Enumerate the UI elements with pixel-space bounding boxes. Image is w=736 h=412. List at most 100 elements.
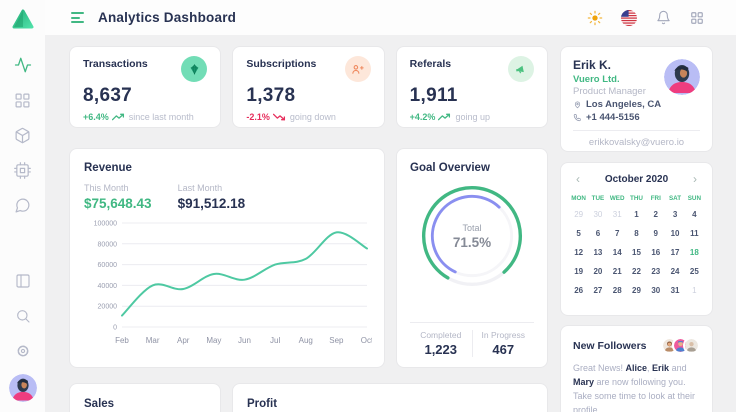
calendar-day[interactable]: 7: [614, 229, 620, 238]
svg-text:Oct: Oct: [361, 336, 372, 345]
activity-icon: [14, 57, 31, 73]
calendar-day[interactable]: 14: [612, 248, 622, 257]
sidebar-item-messages[interactable]: [12, 194, 34, 216]
in-progress-value: 467: [492, 342, 515, 357]
calendar-day-header: SAT: [668, 195, 682, 202]
chevron-right-icon: ›: [693, 172, 697, 186]
sidebar-item-layouts[interactable]: [12, 89, 34, 111]
calendar-day[interactable]: 23: [651, 267, 661, 276]
calendar-day[interactable]: 17: [670, 248, 680, 257]
divider: [573, 130, 700, 131]
notifications-button[interactable]: [654, 9, 672, 27]
follower-avatar-mary[interactable]: [683, 337, 700, 354]
page-title: Analytics Dashboard: [98, 10, 237, 25]
calendar-day-header: SUN: [687, 195, 701, 202]
svg-text:Mar: Mar: [146, 336, 160, 345]
calendar-day[interactable]: 29: [632, 286, 641, 295]
calendar-next-button[interactable]: ›: [691, 173, 699, 185]
sidebar-item-search[interactable]: [12, 305, 34, 327]
calendar-day[interactable]: 27: [593, 286, 603, 295]
calendar-day[interactable]: 29: [574, 210, 584, 219]
header-actions: [586, 9, 706, 27]
calendar-day[interactable]: 9: [653, 229, 658, 238]
profit-title: Profit: [247, 398, 278, 410]
calendar-day[interactable]: 25: [689, 267, 699, 276]
phone-icon: [573, 114, 581, 122]
calendar-prev-button[interactable]: ‹: [574, 173, 582, 185]
trend-percent: +6.4%: [83, 112, 109, 122]
svg-text:May: May: [206, 336, 221, 345]
calendar-day[interactable]: 30: [651, 286, 661, 295]
goal-in-progress: In Progress 467: [473, 330, 535, 357]
calendar-day[interactable]: 13: [593, 248, 603, 257]
sun-icon: [587, 10, 603, 25]
calendar-day[interactable]: 26: [574, 286, 584, 295]
charts-row: Revenue This Month $75,648.43 Last Month…: [69, 148, 548, 368]
calendar-grid: MON TUE WED THU FRI SAT SUN 29 30 31 1 2 3 4 5 6 7 8 9 10 11…: [569, 192, 704, 300]
last-month-value: $91,512.18: [177, 196, 246, 211]
calendar-day[interactable]: 8: [634, 229, 639, 238]
sidebar-item-dashboards[interactable]: [12, 54, 34, 76]
calendar-day[interactable]: 16: [651, 248, 661, 257]
goal-completed: Completed 1,223: [410, 330, 473, 357]
sidebar-item-settings[interactable]: [12, 340, 34, 362]
svg-text:Feb: Feb: [115, 336, 129, 345]
stat-card-transactions: Transactions 8,637 +6.4% since last mont…: [69, 46, 222, 128]
app-logo[interactable]: [10, 6, 36, 32]
calendar-day[interactable]: 12: [574, 248, 584, 257]
calendar-day[interactable]: 20: [593, 267, 603, 276]
this-month-label: This Month: [84, 183, 129, 193]
profile-location: Los Angeles, CA: [586, 99, 662, 110]
calendar-day[interactable]: 4: [692, 210, 697, 219]
calendar-day[interactable]: 11: [690, 229, 699, 238]
calendar-day[interactable]: 30: [593, 210, 603, 219]
stat-label: Subscriptions: [246, 58, 317, 70]
sidebar-item-components[interactable]: [12, 159, 34, 181]
calendar-day[interactable]: 15: [632, 248, 641, 257]
calendar-day[interactable]: 31: [670, 286, 680, 295]
theme-toggle-button[interactable]: [586, 9, 604, 27]
calendar-card: ‹ October 2020 › MON TUE WED THU FRI SAT SUN 29…: [560, 162, 713, 316]
apps-menu-button[interactable]: [688, 9, 706, 27]
map-pin-icon: [574, 101, 581, 109]
language-selector-button[interactable]: [620, 9, 638, 27]
sidebar-user-avatar[interactable]: [8, 374, 37, 402]
calendar-day[interactable]: 24: [670, 267, 680, 276]
box-icon: [15, 127, 30, 143]
calendar-day[interactable]: 3: [672, 210, 678, 219]
stat-value: 8,637: [83, 85, 133, 106]
us-flag-icon: [621, 9, 637, 26]
calendar-day[interactable]: 2: [653, 210, 658, 219]
sidebar-item-elements[interactable]: [12, 124, 34, 146]
calendar-day-header: FRI: [650, 195, 661, 202]
calendar-header: ‹ October 2020 ›: [569, 173, 704, 185]
calendar-day[interactable]: 19: [574, 267, 584, 276]
gauge-center: Total 71.5%: [414, 178, 530, 294]
gauge-value: 71.5%: [452, 234, 492, 250]
svg-text:40000: 40000: [98, 283, 118, 290]
calendar-day[interactable]: 10: [670, 229, 680, 238]
stat-trend: -2.1% going down: [246, 112, 370, 122]
bottom-row: Sales Profit: [69, 383, 548, 412]
gauge-label: Total: [462, 222, 482, 233]
stat-value: 1,911: [409, 85, 458, 106]
menu-toggle-button[interactable]: [71, 11, 87, 25]
calendar-day[interactable]: 31: [612, 210, 622, 219]
stats-row: Transactions 8,637 +6.4% since last mont…: [69, 46, 548, 128]
trend-down-icon: [272, 113, 285, 121]
calendar-day[interactable]: 1: [634, 210, 639, 219]
calendar-day[interactable]: 6: [595, 229, 601, 238]
calendar-day[interactable]: 5: [576, 229, 581, 238]
completed-label: Completed: [420, 330, 462, 340]
profile-email: erikkovalsky@vuero.io: [588, 137, 685, 148]
calendar-day[interactable]: 18: [689, 248, 699, 257]
stat-trend: +6.4% since last month: [83, 112, 207, 122]
sidebar-item-panels[interactable]: [12, 270, 34, 292]
calendar-day[interactable]: 28: [612, 286, 622, 295]
svg-text:Apr: Apr: [177, 336, 190, 345]
profile-phone: +1 444-5156: [586, 112, 640, 123]
calendar-day[interactable]: 22: [632, 267, 641, 276]
calendar-day[interactable]: 21: [612, 267, 622, 276]
calendar-day[interactable]: 1: [692, 286, 697, 295]
trend-up-icon: [111, 113, 124, 121]
